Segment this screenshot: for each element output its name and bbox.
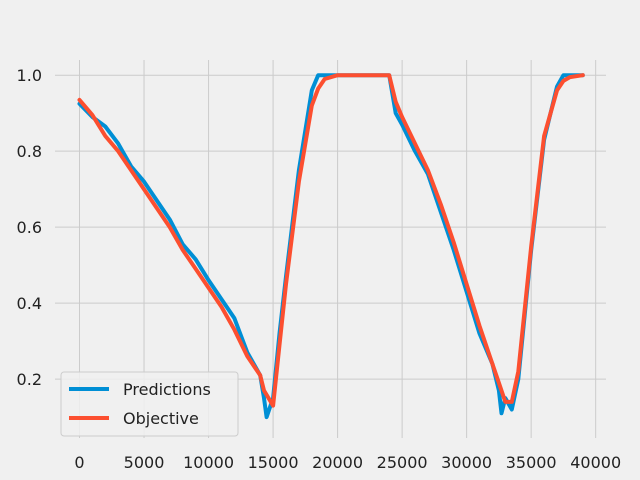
x-tick-label: 15000 bbox=[248, 453, 299, 472]
series-line-objective bbox=[77, 73, 585, 408]
y-tick-label: 0.8 bbox=[17, 142, 42, 161]
tick-labels: 0 5000 10000 15000 20000 25000 30000 35000 40000… bbox=[17, 66, 622, 472]
series-lines bbox=[77, 73, 585, 420]
y-tick-label: 1.0 bbox=[17, 66, 42, 85]
x-tick-label: 30000 bbox=[441, 453, 492, 472]
x-tick-label: 40000 bbox=[570, 453, 621, 472]
y-tick-label: 0.6 bbox=[17, 218, 42, 237]
x-tick-label: 10000 bbox=[183, 453, 234, 472]
x-tick-label: 5000 bbox=[124, 453, 165, 472]
x-tick-label: 20000 bbox=[312, 453, 363, 472]
y-tick-label: 0.4 bbox=[17, 294, 42, 313]
x-tick-label: 0 bbox=[74, 453, 84, 472]
legend-label-predictions: Predictions bbox=[123, 380, 211, 399]
legend-label-objective: Objective bbox=[123, 409, 199, 428]
x-tick-label: 25000 bbox=[377, 453, 428, 472]
y-tick-label: 0.2 bbox=[17, 370, 42, 389]
x-tick-label: 35000 bbox=[506, 453, 557, 472]
legend: Predictions Objective bbox=[60, 371, 239, 437]
